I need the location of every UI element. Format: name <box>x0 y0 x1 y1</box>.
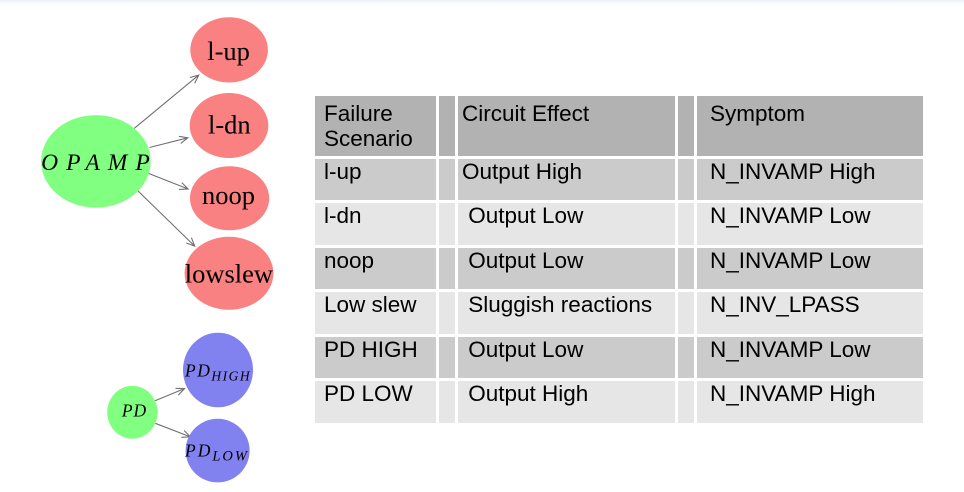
svg-text:l-dn: l-dn <box>208 110 251 140</box>
svg-text:lowslew: lowslew <box>185 258 274 288</box>
svg-text:noop: noop <box>202 180 255 210</box>
svg-text:OPAMP: OPAMP <box>41 150 158 176</box>
svg-text:l-up: l-up <box>207 36 250 66</box>
svg-text:PD: PD <box>121 400 147 420</box>
